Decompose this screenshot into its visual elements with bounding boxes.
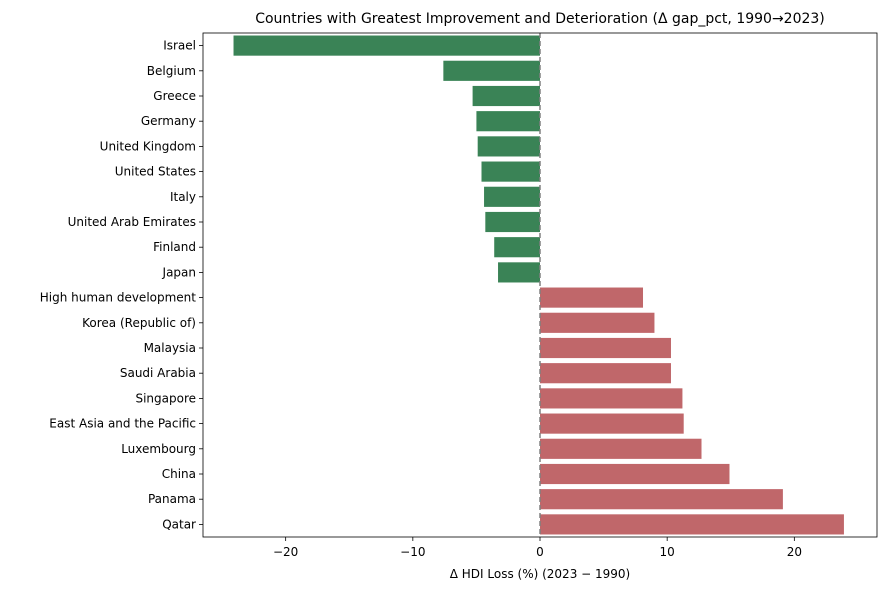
bar (540, 312, 655, 333)
y-tick-label: High human development (40, 291, 197, 305)
bar (443, 60, 540, 81)
bar (540, 388, 683, 409)
bar (498, 262, 540, 283)
y-tick-label: China (162, 467, 196, 481)
y-tick-label: Singapore (135, 391, 196, 405)
y-tick-label: Israel (163, 39, 196, 53)
bar (540, 287, 644, 308)
y-tick-label: Finland (153, 240, 196, 254)
x-tick-label: −20 (273, 545, 298, 559)
bar (540, 438, 702, 459)
bar (540, 489, 783, 510)
x-tick-label: 0 (536, 545, 544, 559)
y-tick-label: East Asia and the Pacific (49, 417, 196, 431)
bar (233, 35, 540, 56)
y-tick-label: Belgium (147, 64, 196, 78)
bar (540, 337, 671, 359)
x-tick-label: −10 (400, 545, 425, 559)
bar (472, 85, 540, 107)
bar (477, 136, 540, 157)
y-tick-label: Panama (148, 492, 196, 506)
bar (484, 186, 540, 207)
y-tick-label: Luxembourg (121, 442, 196, 456)
y-tick-label: Korea (Republic of) (82, 316, 196, 330)
bar (540, 463, 730, 485)
y-tick-label: Italy (170, 190, 196, 204)
chart-title: Countries with Greatest Improvement and … (255, 11, 825, 27)
bar (540, 413, 684, 434)
x-axis-label: Δ HDI Loss (%) (2023 − 1990) (450, 567, 630, 581)
y-tick-label: United Arab Emirates (68, 215, 196, 229)
x-tick-label: 20 (787, 545, 802, 559)
y-tick-label: Germany (141, 114, 196, 128)
x-tick-label: 10 (660, 545, 675, 559)
y-tick-label: Japan (162, 265, 196, 279)
bar (476, 111, 540, 132)
bar (494, 237, 540, 258)
y-tick-label: Greece (153, 89, 196, 103)
plot-area: Israel Belgium Greece Germany United Kingdom… (40, 32, 878, 559)
y-tick-label: United Kingdom (100, 139, 196, 153)
y-tick-label: Malaysia (144, 341, 196, 355)
y-tick-label: Qatar (162, 517, 196, 531)
bar (485, 211, 540, 233)
y-tick-label: Saudi Arabia (120, 366, 196, 380)
y-tick-label: United States (115, 165, 196, 179)
bar (481, 161, 540, 182)
bar (540, 363, 671, 384)
bar (540, 514, 844, 535)
